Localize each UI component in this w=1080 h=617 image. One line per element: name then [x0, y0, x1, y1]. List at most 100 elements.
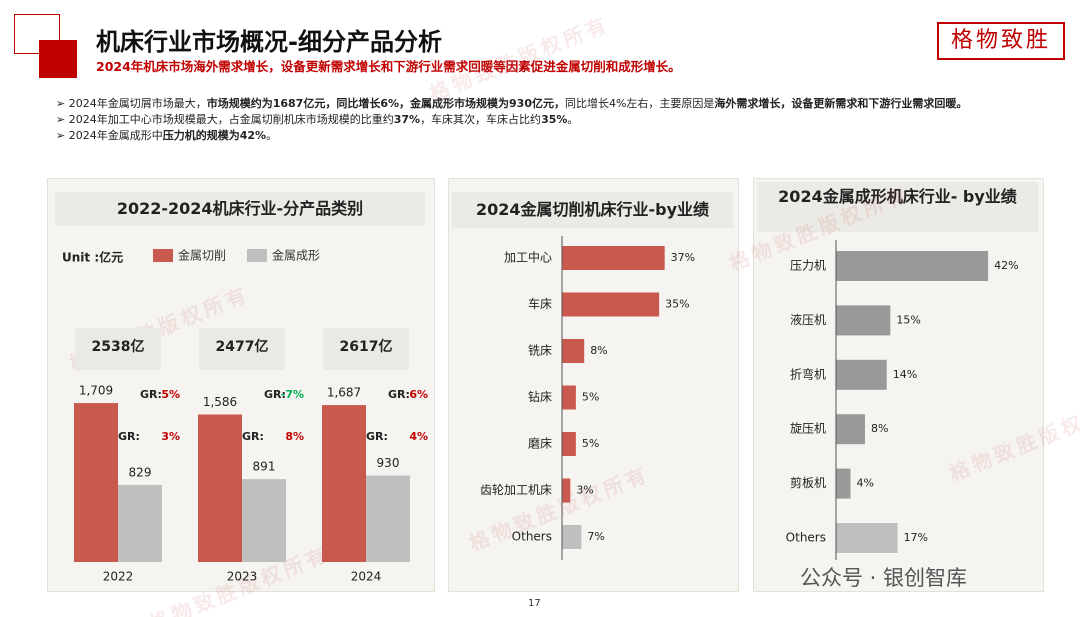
total-box — [199, 328, 285, 370]
chart-title: 2024金属切削机床行业-by业绩 — [475, 200, 710, 219]
value-label: 1,687 — [327, 386, 361, 400]
value-label: 7% — [587, 530, 604, 543]
category-label: Others — [512, 530, 552, 544]
legend-label: 金属切削 — [178, 248, 226, 263]
bar — [836, 359, 887, 390]
subtitle: 2024年机床市场海外需求增长，设备更新需求增长和下游行业需求回暖等因素促进金属… — [96, 59, 681, 74]
bullet-text: 同比增长4%左右，主要原因是 — [564, 97, 715, 110]
source-mark: 公众号 · 银创智库 — [800, 566, 968, 590]
total-label: 2538亿 — [92, 338, 145, 355]
bullet-arrow: ➢ — [56, 113, 69, 126]
growth-label: 4% — [409, 430, 428, 443]
watermark: 格物致胜版权所有 — [466, 462, 653, 556]
title-band — [757, 182, 1038, 232]
bar — [242, 479, 286, 562]
value-label: 42% — [994, 259, 1018, 272]
value-label: 14% — [893, 368, 917, 381]
x-tick-label: 2022 — [103, 570, 134, 584]
category-label: 磨床 — [528, 437, 552, 451]
bullet-arrow: ➢ — [56, 129, 69, 142]
bullet-text: 37% — [393, 113, 421, 126]
category-label: 加工中心 — [504, 250, 552, 265]
bar — [562, 525, 582, 549]
bar — [562, 432, 576, 456]
bar — [562, 339, 585, 363]
growth-prefix: GR: — [242, 430, 264, 443]
category-label: Others — [786, 531, 826, 545]
growth-label: 3% — [161, 430, 180, 443]
title: 机床行业市场概况-细分产品分析 — [96, 28, 442, 56]
logo: 格物致胜 — [937, 22, 1065, 60]
header-square — [39, 40, 77, 78]
bar — [836, 414, 865, 445]
growth-label: 5% — [161, 388, 180, 401]
bar — [74, 403, 118, 562]
bar — [836, 523, 898, 553]
bar — [198, 414, 242, 562]
header-square-outline — [14, 14, 60, 54]
legend-swatch — [247, 249, 267, 262]
value-label: 37% — [671, 251, 695, 264]
value-label: 8% — [590, 344, 607, 357]
watermark: 格物致胜版权所有 — [946, 392, 1080, 486]
growth-label: -7% — [281, 388, 304, 401]
growth-prefix: GR: — [140, 388, 162, 401]
value-label: 3% — [576, 484, 593, 497]
category-label: 压力机 — [790, 259, 826, 273]
value-label: 35% — [665, 298, 689, 311]
title-band — [55, 192, 425, 226]
panel — [753, 178, 1044, 592]
value-label: 4% — [856, 477, 873, 490]
chart-title: 2024金属成形机床行业- by业绩 — [778, 187, 1017, 206]
value-label: 891 — [253, 460, 276, 474]
legend-label: 金属成形 — [272, 248, 320, 263]
bullet-text: ，车床其次，车床占比约 — [420, 113, 542, 126]
growth-prefix: GR: — [366, 430, 388, 443]
bullet-text: 。 — [266, 129, 278, 142]
category-label: 旋压机 — [790, 422, 826, 436]
total-box — [75, 328, 161, 370]
value-label: 17% — [904, 531, 928, 544]
bar — [836, 468, 851, 499]
bullet-text: 2024年金属成形中 — [68, 129, 163, 142]
bullet-text: 35% — [541, 113, 568, 126]
x-tick-label: 2023 — [227, 570, 258, 584]
title-band — [452, 192, 733, 228]
bullet-arrow: ➢ — [56, 97, 69, 110]
bullets: ➢ 2024年金属切屑市场最大，市场规模约为1687亿元，同比增长6%，金属成形… — [56, 96, 1046, 144]
bar — [118, 484, 162, 562]
bar — [836, 305, 891, 336]
value-label: 15% — [896, 313, 920, 326]
growth-prefix: GR: — [388, 388, 410, 401]
bullet-text: 。 — [567, 113, 579, 126]
value-label: 8% — [871, 422, 888, 435]
bullet: ➢ 2024年加工中心市场规模最大，占金属切削机床市场规模的比重约37%，车床其… — [56, 112, 1046, 127]
category-label: 齿轮加工机床 — [480, 483, 552, 497]
bullet-text: 海外需求增长，设备更新需求和下游行业需求回暖。 — [714, 97, 968, 110]
growth-label: 6% — [409, 388, 428, 401]
bullet: ➢ 2024年金属成形中压力机的规模为42%。 — [56, 128, 1046, 143]
total-label: 2617亿 — [340, 338, 393, 355]
value-label: 1,709 — [79, 384, 113, 398]
growth-prefix: GR: — [118, 430, 140, 443]
bullet: ➢ 2024年金属切屑市场最大，市场规模约为1687亿元，同比增长6%，金属成形… — [56, 96, 1046, 111]
legend-swatch — [153, 249, 173, 262]
watermark: 格物致胜版权所有 — [426, 12, 613, 106]
bar — [562, 478, 571, 503]
unit-label: Unit :亿元 — [62, 250, 123, 265]
chart-title: 2022-2024机床行业-分产品类别 — [116, 199, 364, 218]
value-label: 5% — [582, 391, 599, 404]
growth-prefix: GR: — [264, 388, 286, 401]
category-label: 液压机 — [790, 312, 826, 327]
bullet-text: 2024年加工中心市场规模最大，占金属切削机床市场规模的比重约 — [68, 113, 394, 126]
bar — [562, 246, 665, 270]
bar — [322, 405, 366, 562]
category-label: 铣床 — [528, 344, 552, 358]
value-label: 829 — [129, 465, 152, 479]
bullet-text: 压力机的规模为42% — [162, 129, 267, 142]
bar — [562, 292, 660, 317]
bar — [366, 475, 410, 562]
category-label: 钻床 — [528, 389, 552, 404]
bar — [562, 385, 576, 410]
